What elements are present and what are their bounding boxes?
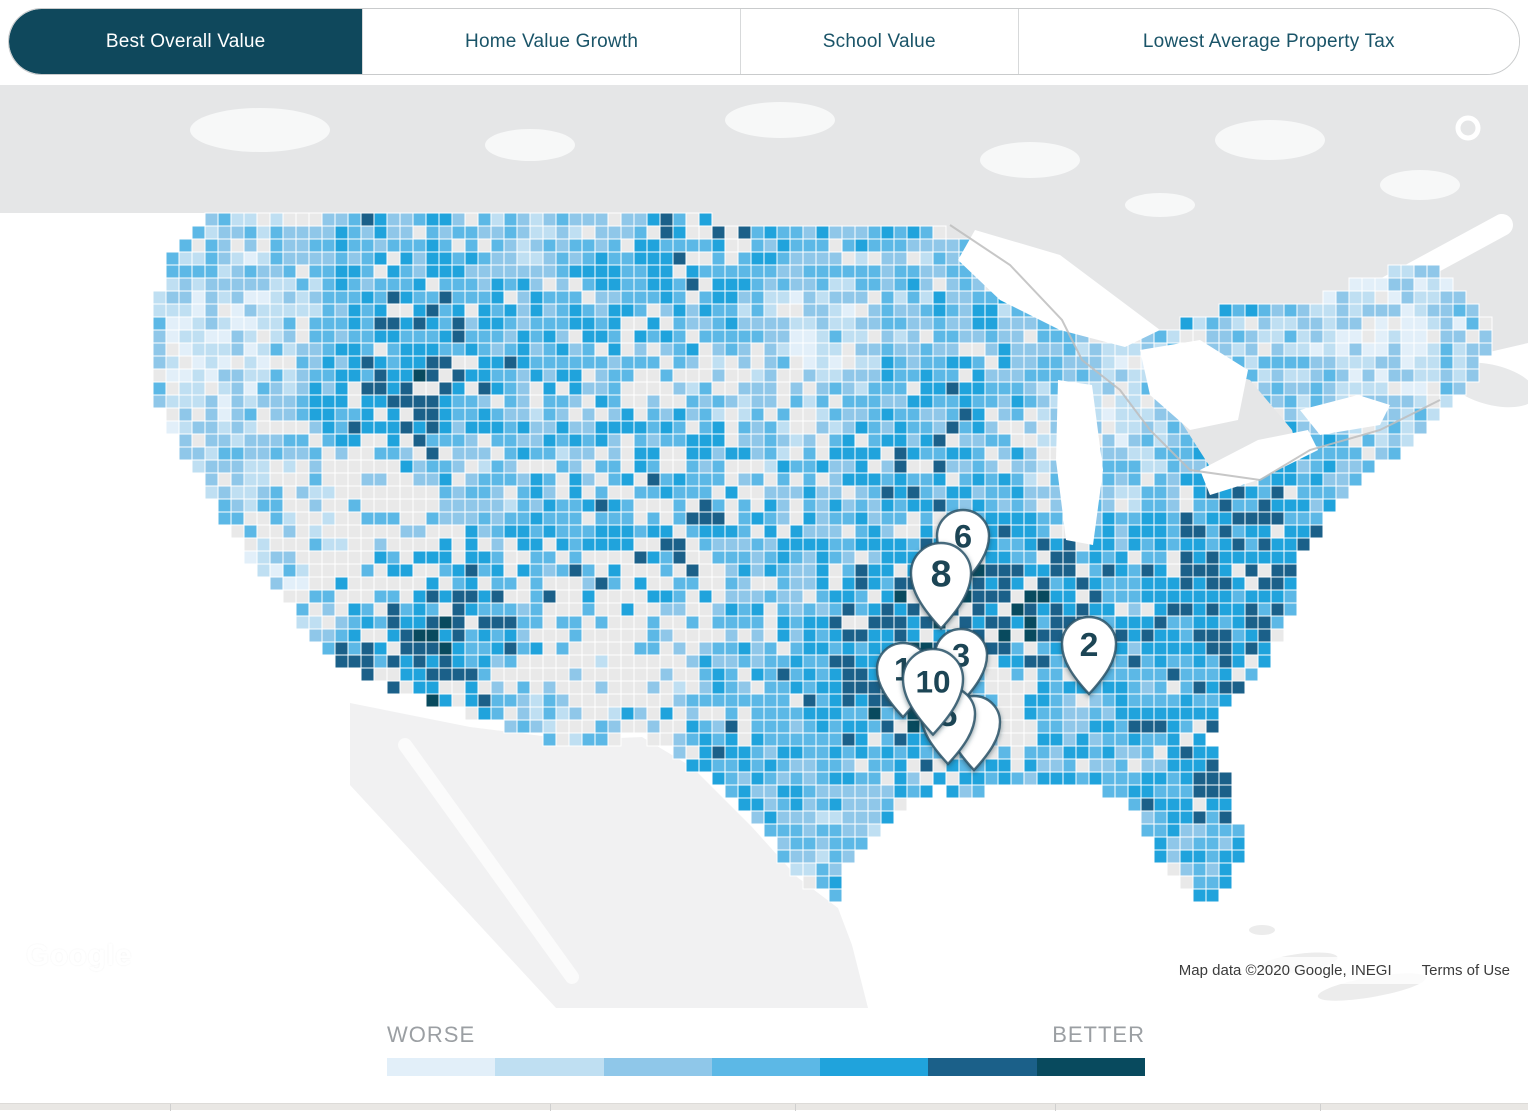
legend-swatch bbox=[1036, 1058, 1145, 1076]
tab-lowest-average-property-tax[interactable]: Lowest Average Property Tax bbox=[1017, 9, 1519, 74]
tab-best-overall-value[interactable]: Best Overall Value bbox=[9, 9, 363, 74]
legend-color-scale bbox=[387, 1058, 1145, 1076]
map-marker-number: 8 bbox=[931, 553, 952, 595]
map-marker-number: 10 bbox=[915, 664, 950, 700]
map-marker-2[interactable]: 2 bbox=[1060, 615, 1118, 696]
legend-swatch bbox=[711, 1058, 821, 1076]
map-canvas[interactable]: 68315102 Google Map data ©2020 Google, I… bbox=[0, 85, 1528, 1008]
legend-swatch bbox=[387, 1058, 496, 1076]
map-marker-10[interactable]: 10 bbox=[901, 647, 965, 737]
choropleth-map: 68315102 bbox=[0, 85, 1528, 1008]
map-attribution: Map data ©2020 Google, INEGI Terms of Us… bbox=[1166, 957, 1528, 984]
map-marker-number: 6 bbox=[954, 519, 972, 555]
tab-school-value[interactable]: School Value bbox=[739, 9, 1018, 74]
legend: WORSE BETTER bbox=[0, 1008, 1528, 1103]
legend-swatch bbox=[928, 1058, 1037, 1076]
below-fold-table-edge bbox=[0, 1103, 1528, 1111]
google-logo[interactable]: Google bbox=[26, 939, 133, 972]
legend-worse-label: WORSE bbox=[387, 1022, 476, 1047]
terms-of-use-link[interactable]: Terms of Use bbox=[1421, 962, 1510, 979]
tab-home-value-growth[interactable]: Home Value Growth bbox=[362, 9, 740, 74]
map-marker-8[interactable]: 8 bbox=[909, 541, 973, 631]
legend-swatch bbox=[603, 1058, 712, 1076]
map-marker-number: 2 bbox=[1080, 626, 1099, 664]
legend-better-label: BETTER bbox=[1052, 1022, 1145, 1047]
legend-swatch bbox=[820, 1058, 929, 1076]
map-data-credit: Map data ©2020 Google, INEGI bbox=[1178, 962, 1392, 979]
tab-bar: Best Overall Value Home Value Growth Sch… bbox=[8, 8, 1520, 75]
legend-swatch bbox=[495, 1058, 604, 1076]
